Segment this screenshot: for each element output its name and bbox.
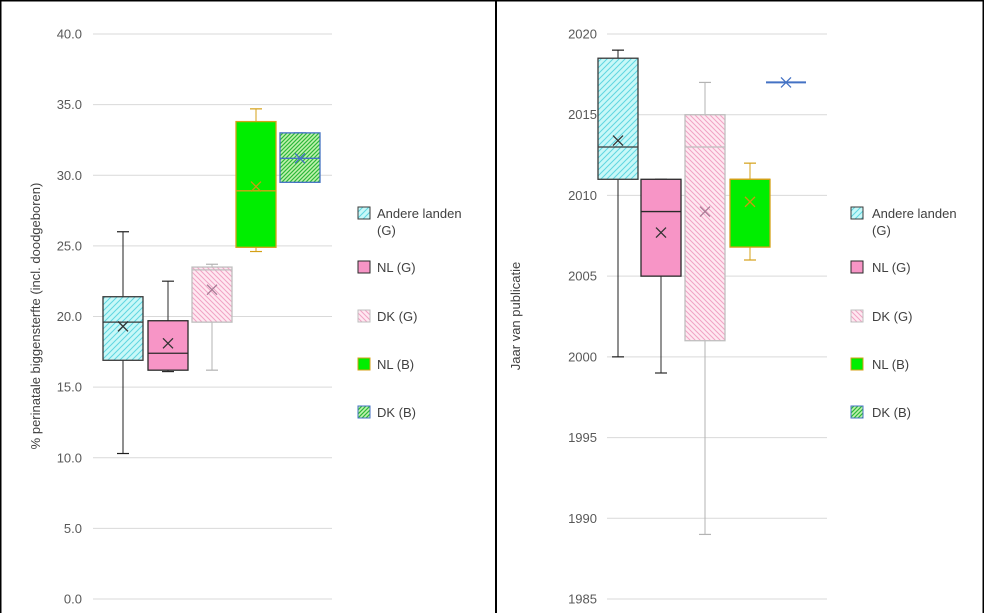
legend-swatch xyxy=(357,357,371,371)
iqr-box xyxy=(729,178,771,248)
y-tick-label: 2010 xyxy=(568,188,597,203)
mean-marker xyxy=(612,135,624,147)
legend-swatch xyxy=(850,309,864,323)
legend-label: NL (G) xyxy=(377,260,416,275)
iqr-box xyxy=(235,120,277,248)
y-tick-label: 0.0 xyxy=(64,592,82,607)
box-0 xyxy=(597,49,639,358)
box-4 xyxy=(279,132,321,183)
mean-marker xyxy=(250,181,262,193)
legend-entry-2: DK (G) xyxy=(850,309,912,324)
mean-marker xyxy=(744,196,756,208)
legend-swatch xyxy=(357,405,371,419)
y-tick-label: 1995 xyxy=(568,430,597,445)
legend-entry-0: Andere landen (G) xyxy=(850,206,957,238)
legend-swatch xyxy=(850,260,864,274)
box-1 xyxy=(640,178,682,374)
legend-label: DK (B) xyxy=(377,405,416,420)
mean-marker xyxy=(162,337,174,349)
mean-marker xyxy=(780,76,792,88)
y-tick-label: 2005 xyxy=(568,269,597,284)
y-tick-label: 5.0 xyxy=(64,521,82,536)
y-tick-label: 1985 xyxy=(568,592,597,607)
legend-label: NL (B) xyxy=(872,357,909,372)
box-3 xyxy=(729,162,771,261)
legend-entry-4: DK (B) xyxy=(357,405,416,420)
box-4 xyxy=(766,76,806,88)
y-tick-label: 2000 xyxy=(568,349,597,364)
legend-swatch xyxy=(850,405,864,419)
iqr-box xyxy=(147,320,189,371)
mean-marker xyxy=(206,284,218,296)
iqr-box xyxy=(102,296,144,361)
legend-label: NL (B) xyxy=(377,357,414,372)
legend-label: DK (G) xyxy=(872,309,912,324)
iqr-box xyxy=(597,57,639,180)
iqr-box xyxy=(684,114,726,342)
legend-entry-1: NL (G) xyxy=(357,260,416,275)
legend-label: (G) xyxy=(872,223,891,238)
right-chart-panel: Jaar van publicatie 1985 1990 1995 2000 2005… xyxy=(508,27,957,607)
right-y-axis-title: Jaar van publicatie xyxy=(508,262,523,370)
y-tick-label: 30.0 xyxy=(57,168,82,183)
legend-entry-0: Andere landen (G) xyxy=(357,206,462,238)
box-0 xyxy=(102,231,144,455)
box-2 xyxy=(684,81,726,536)
y-tick-label: 2020 xyxy=(568,27,597,42)
legend-entry-2: DK (G) xyxy=(357,309,417,324)
box-1 xyxy=(147,280,189,373)
legend-label: (G) xyxy=(377,223,396,238)
mean-marker xyxy=(655,227,667,239)
legend-entry-3: NL (B) xyxy=(357,357,414,372)
box-3 xyxy=(235,108,277,253)
legend-label: NL (G) xyxy=(872,260,911,275)
legend-label: Andere landen xyxy=(377,206,462,221)
iqr-box xyxy=(640,178,682,277)
legend-swatch xyxy=(357,309,371,323)
left-y-axis-title: % perinatale biggensterfte (incl. doodge… xyxy=(28,183,43,450)
legend-swatch xyxy=(357,260,371,274)
legend-label: DK (B) xyxy=(872,405,911,420)
y-tick-label: 40.0 xyxy=(57,27,82,42)
y-tick-label: 10.0 xyxy=(57,450,82,465)
y-tick-label: 2015 xyxy=(568,107,597,122)
y-tick-label: 1990 xyxy=(568,511,597,526)
box-2 xyxy=(191,263,233,371)
y-tick-label: 35.0 xyxy=(57,97,82,112)
legend-label: Andere landen xyxy=(872,206,957,221)
y-tick-label: 20.0 xyxy=(57,309,82,324)
legend-label: DK (G) xyxy=(377,309,417,324)
mean-marker xyxy=(699,206,711,218)
legend-entry-4: DK (B) xyxy=(850,405,911,420)
legend-entry-1: NL (G) xyxy=(850,260,911,275)
legend-entry-3: NL (B) xyxy=(850,357,909,372)
legend-swatch xyxy=(357,206,371,220)
legend-swatch xyxy=(850,357,864,371)
y-tick-label: 25.0 xyxy=(57,238,82,253)
left-chart-panel: % perinatale biggensterfte (incl. doodge… xyxy=(28,27,462,607)
iqr-box xyxy=(191,266,233,323)
y-tick-label: 15.0 xyxy=(57,380,82,395)
mean-marker xyxy=(294,152,306,164)
legend-swatch xyxy=(850,206,864,220)
mean-marker xyxy=(117,320,129,332)
